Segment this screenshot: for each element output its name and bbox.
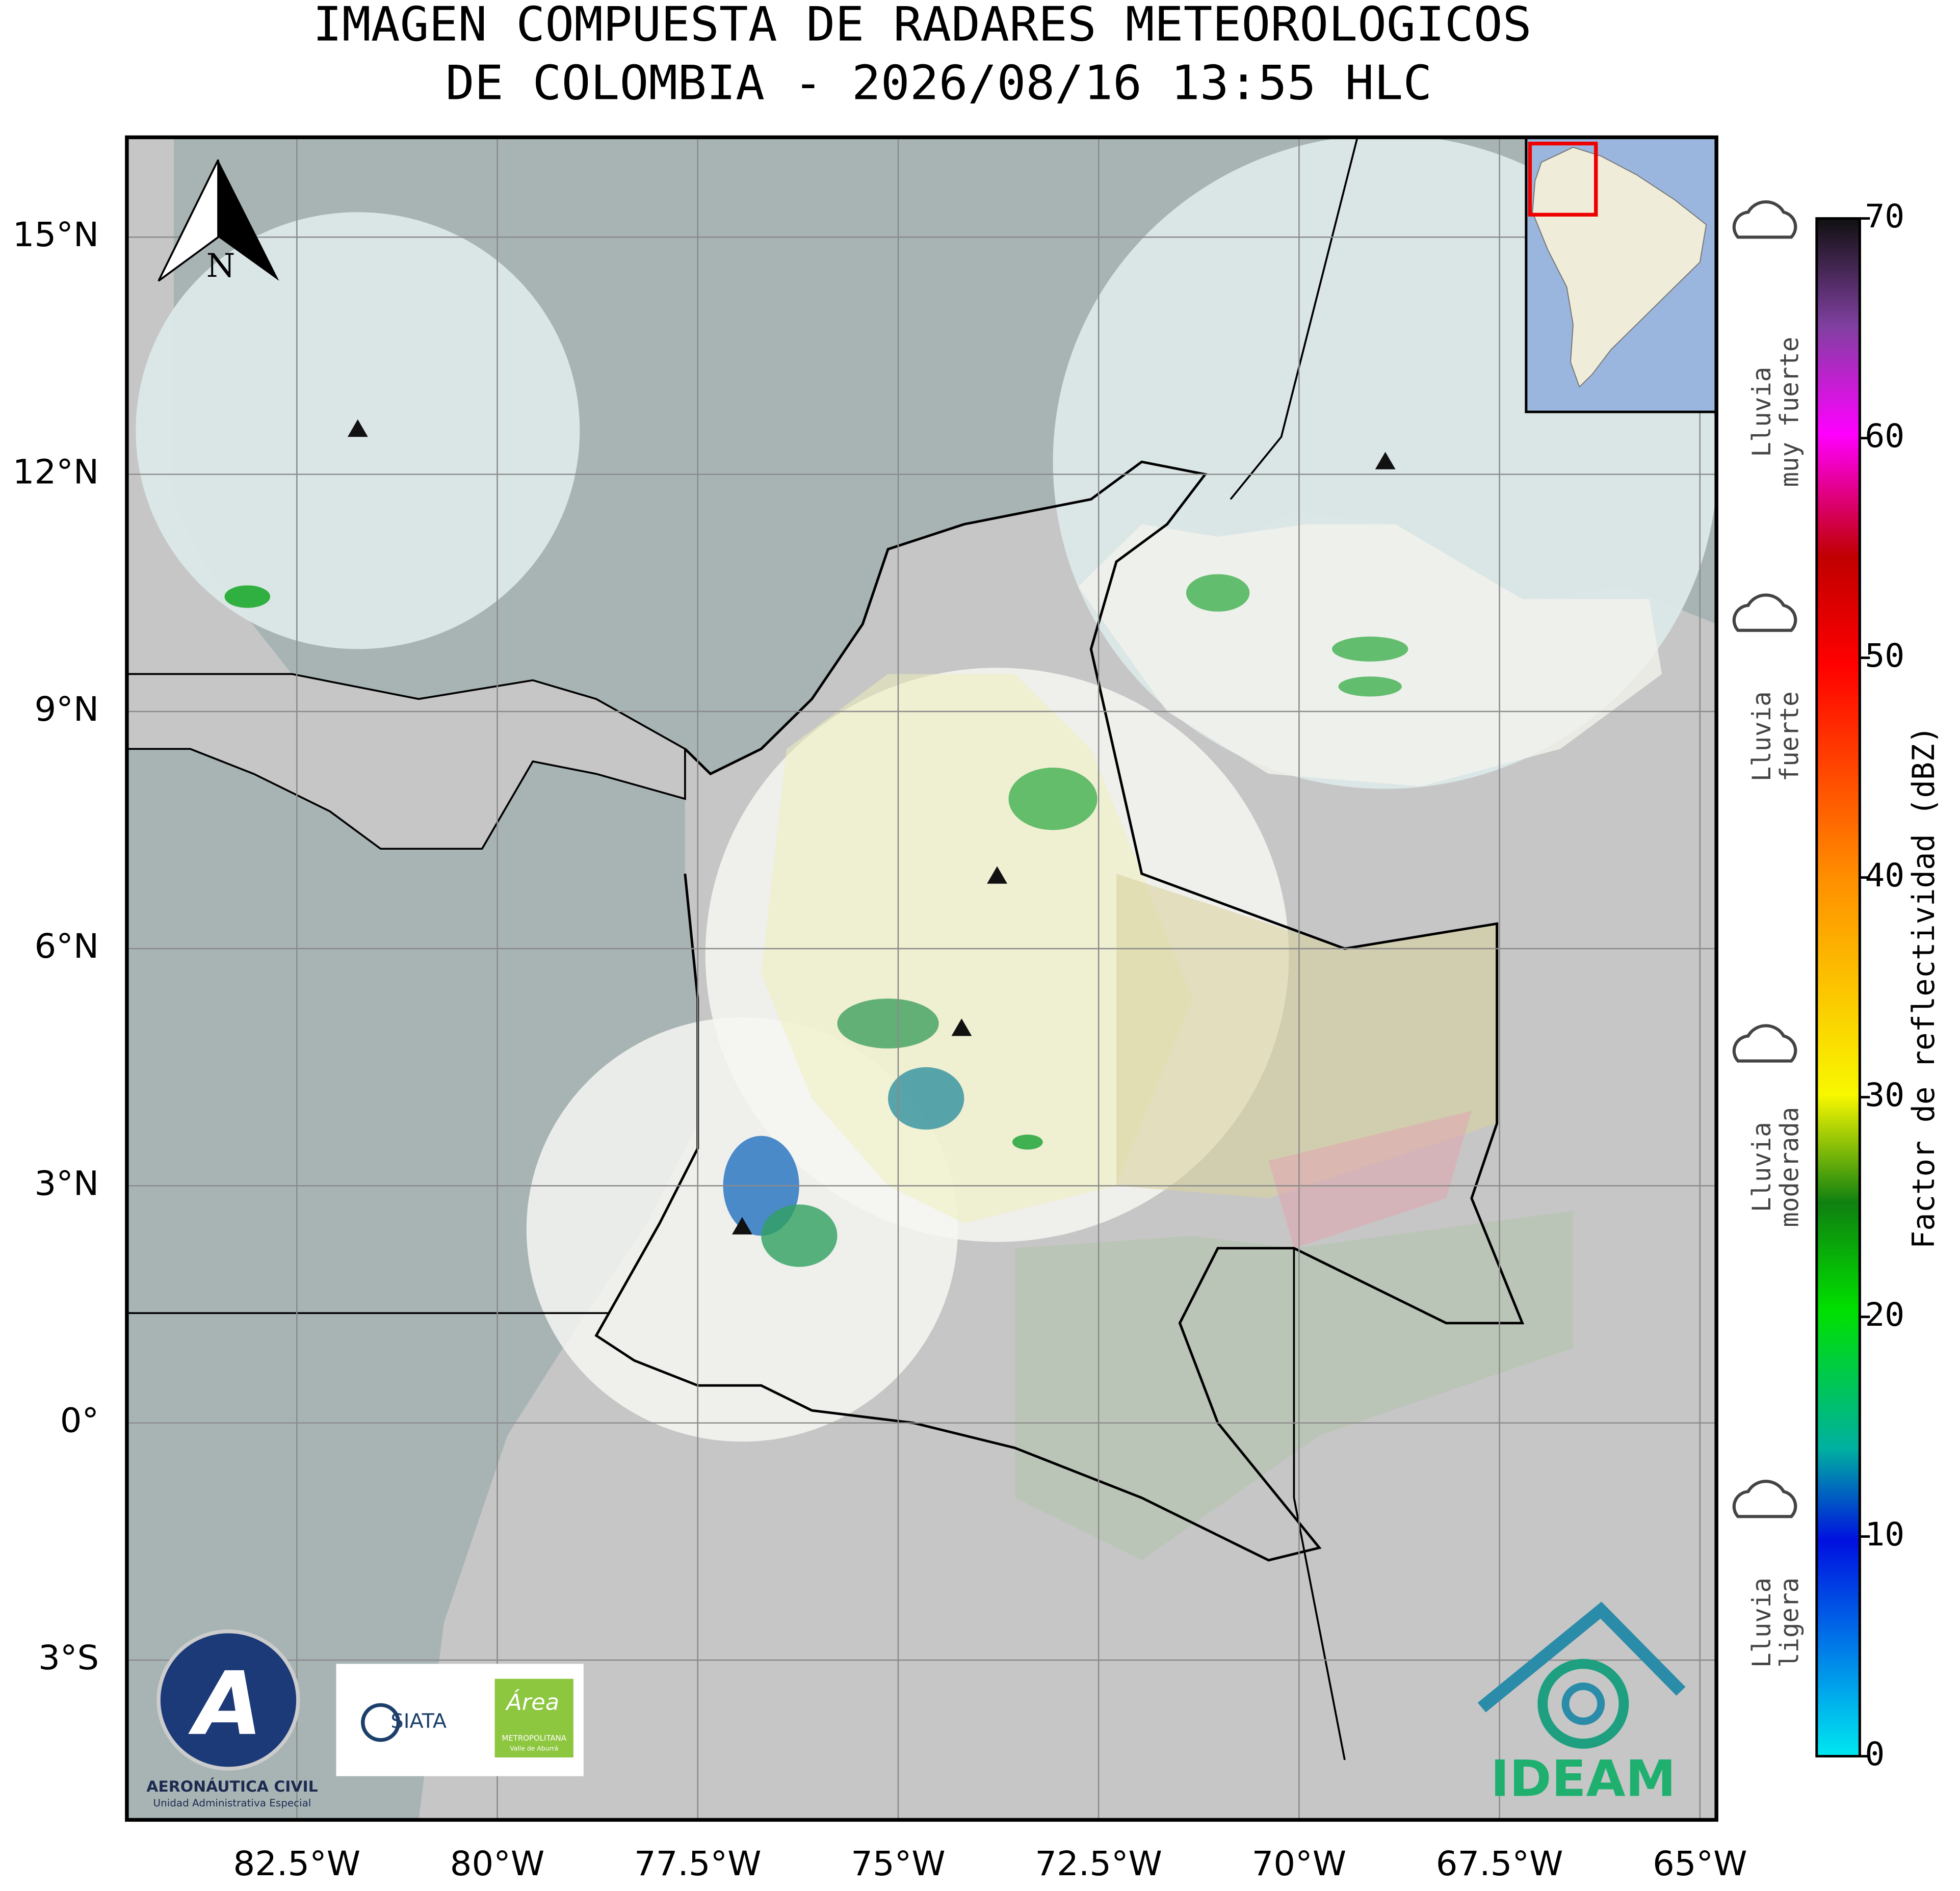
inset-map	[1525, 137, 1717, 413]
lon-label: 72.5°W	[1035, 1844, 1162, 1883]
rain-icon	[1732, 1024, 1797, 1063]
rain-category: Lluvia	[1746, 367, 1776, 457]
map-frame	[125, 135, 1718, 1822]
annotations: 82.5°W 80°W 77.5°W 75°W 72.5°W 70°W 67.5°W 65°W…	[13, 197, 1904, 1883]
rain-category: Lluvia	[1746, 1122, 1776, 1212]
colorbar-tick-label: 30	[1865, 1076, 1904, 1114]
logo-text: IDEAM	[1491, 1750, 1676, 1808]
graticule	[126, 137, 1717, 1820]
colorbar-tick-label: 40	[1865, 856, 1904, 894]
lat-label: 6°N	[35, 927, 99, 966]
rain-category: Lluvia	[1746, 691, 1776, 781]
rain-icon	[1732, 593, 1797, 632]
lat-label: 0°	[60, 1401, 99, 1440]
rain-category: Lluvia	[1746, 1578, 1776, 1668]
country-border	[1293, 1248, 1346, 1761]
colorbar-tick-label: 10	[1865, 1515, 1904, 1553]
lon-label: 82.5°W	[233, 1844, 361, 1883]
colorbar	[1815, 217, 1861, 1757]
country-border	[594, 460, 1525, 1562]
title-line: IMAGEN COMPUESTA DE RADARES METEOROLOGIC…	[313, 0, 1532, 52]
north-label: N	[206, 247, 236, 284]
rain-category: moderada	[1774, 1107, 1804, 1227]
lon-label: 75°W	[851, 1844, 945, 1883]
department-shading	[1116, 874, 1497, 1198]
logo-text: Valle de Aburrá	[510, 1745, 558, 1752]
colorbar-tick-label: 60	[1865, 417, 1904, 455]
colorbar-tick-label: 50	[1865, 637, 1904, 674]
siata-logo: SIATA Área METROPOLITANA Valle de Aburrá	[336, 1664, 584, 1776]
svg-text:A: A	[188, 1653, 263, 1754]
map-area: N A AERONÁUTICA CIVIL Unidad Administrat…	[126, 137, 1717, 1820]
lat-label: 9°N	[35, 689, 99, 728]
lon-label: 80°W	[450, 1844, 544, 1883]
rain-category: fuerte	[1774, 691, 1804, 781]
title-line: DE COLOMBIA - 2026/08/16 13:55 HLC	[446, 56, 1432, 111]
colorbar-label: Factor de reflectividad (dBZ)	[1906, 726, 1942, 1249]
lon-label: 77.5°W	[634, 1844, 762, 1883]
rain-icon	[1732, 1480, 1797, 1518]
country-border	[126, 673, 686, 850]
lon-label: 70°W	[1252, 1844, 1346, 1883]
lon-label: 67.5°W	[1436, 1844, 1563, 1883]
logo-text: Área	[505, 1689, 559, 1716]
logo-text: AERONÁUTICA CIVIL	[146, 1777, 318, 1795]
colorbar-tick-label: 0	[1865, 1735, 1885, 1773]
logo-text: SIATA	[390, 1710, 447, 1733]
lat-label: 15°N	[13, 215, 99, 254]
logo-text: Unidad Administrativa Especial	[153, 1797, 311, 1809]
logo-text: METROPOLITANA	[502, 1734, 566, 1743]
rain-category: ligera	[1774, 1578, 1804, 1668]
colorbar-tick-label: 20	[1865, 1296, 1904, 1333]
rain-category: muy fuerte	[1774, 337, 1804, 487]
rain-icon	[1732, 200, 1797, 239]
lat-label: 12°N	[13, 452, 99, 491]
department-shading	[1268, 1111, 1472, 1248]
ideam-logo: IDEAM	[1477, 1601, 1686, 1808]
lat-label: 3°N	[35, 1164, 99, 1203]
colorbar-tick-label: 70	[1865, 197, 1904, 235]
aerocivil-logo: A AERONÁUTICA CIVIL Unidad Administrativ…	[146, 1629, 318, 1809]
lon-label: 65°W	[1653, 1844, 1747, 1883]
lat-label: 3°S	[38, 1638, 99, 1677]
radar-sites	[347, 419, 1396, 1235]
